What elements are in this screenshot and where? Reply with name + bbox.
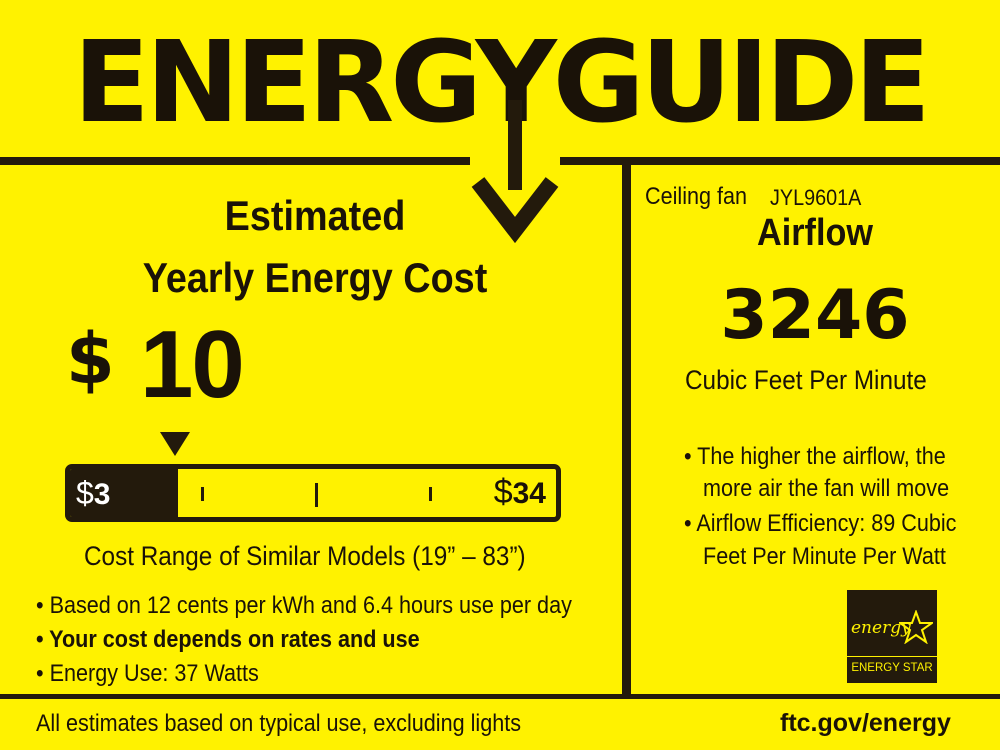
range-low-label: $3 (76, 475, 110, 512)
airflow-note-2a: • Airflow Efficiency: 89 Cubic (684, 510, 957, 537)
note-cost-depends: • Your cost depends on rates and use (36, 626, 420, 653)
tick (315, 483, 318, 507)
energyguide-title: ENERGYGUIDE (73, 18, 931, 148)
logo-divider (847, 656, 937, 657)
airflow-heading: Airflow (757, 212, 873, 254)
divider-top-right (560, 157, 1000, 165)
range-low-symbol: $ (76, 475, 94, 511)
airflow-note-1a: • The higher the airflow, the (684, 443, 946, 470)
cost-range-caption: Cost Range of Similar Models (19” – 83”) (84, 541, 526, 571)
ftc-link[interactable]: ftc.gov/energy (780, 709, 951, 737)
cost-marker-icon (160, 432, 190, 456)
note-energy-use: • Energy Use: 37 Watts (36, 660, 259, 687)
airflow-unit: Cubic Feet Per Minute (685, 365, 927, 395)
product-type: Ceiling fan (645, 183, 748, 210)
range-high-value: 34 (512, 477, 546, 510)
divider-vertical (622, 157, 631, 699)
cost-range-fill (70, 469, 178, 517)
airflow-note-1b: more air the fan will move (703, 475, 950, 502)
star-icon (899, 610, 933, 644)
tick (201, 487, 204, 501)
yearly-cost-value: 10 (140, 311, 245, 418)
range-high-symbol: $ (493, 473, 513, 511)
note-rate: • Based on 12 cents per kWh and 6.4 hour… (36, 592, 572, 619)
airflow-value: 3246 (720, 276, 910, 355)
airflow-note-2b: Feet Per Minute Per Watt (703, 543, 946, 570)
energy-star-logo: energy ENERGY STAR (847, 590, 937, 683)
cost-heading-2: Yearly Energy Cost (142, 254, 488, 301)
divider-bottom (0, 694, 1000, 699)
model-number: JYL9601A (770, 185, 862, 210)
energy-star-label: ENERGY STAR (851, 662, 933, 674)
tick (429, 487, 432, 501)
cost-heading-1: Estimated (224, 192, 406, 239)
range-high-label: $34 (494, 473, 546, 512)
footer-disclaimer: All estimates based on typical use, excl… (36, 710, 522, 737)
range-low-value: 3 (93, 478, 111, 511)
energy-star-script: energy (851, 618, 911, 638)
currency-symbol: $ (66, 318, 115, 400)
cost-range-bar: $3 $34 (65, 464, 561, 522)
divider-top-left (0, 157, 470, 165)
arrow-down-icon (471, 100, 559, 244)
